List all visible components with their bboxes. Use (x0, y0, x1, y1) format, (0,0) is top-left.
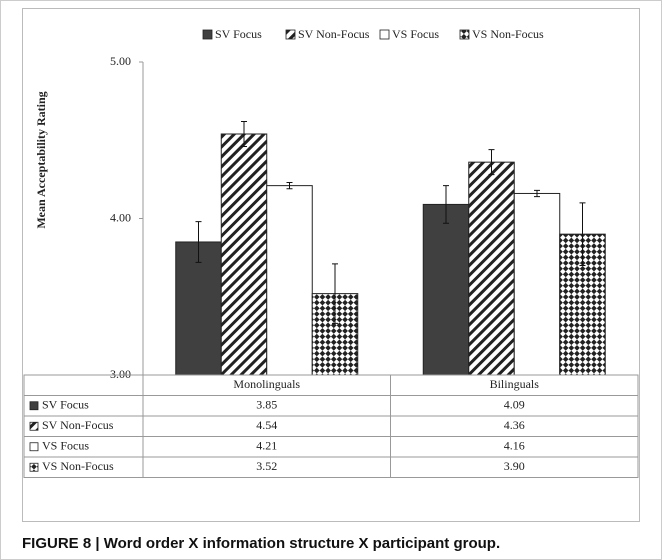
legend-swatch (202, 29, 213, 40)
table-row-label: SV Focus (42, 398, 89, 412)
error-bar (332, 263, 338, 324)
legend-label: SV Non-Focus (298, 27, 370, 41)
error-bar (488, 149, 495, 176)
y-axis-label: Mean Acceptability Rating (34, 91, 48, 228)
y-tick-label: 4.00 (110, 210, 131, 224)
table-swatch (29, 401, 39, 411)
legend-label: VS Focus (392, 27, 439, 41)
table-row-label: SV Non-Focus (42, 418, 114, 432)
legend-swatch (285, 29, 296, 40)
error-bar (195, 221, 202, 263)
table-value: 4.21 (256, 439, 277, 453)
error-bar (286, 182, 293, 190)
table-value: 4.54 (256, 418, 277, 432)
legend-swatch (459, 29, 470, 40)
caption: FIGURE 8 | Word order X information stru… (22, 535, 500, 552)
error-bar (579, 202, 586, 266)
table-value: 3.85 (256, 398, 277, 412)
bar (513, 192, 561, 376)
table-frame (23, 374, 639, 478)
chart-frame (22, 8, 640, 522)
error-bar (534, 189, 540, 198)
error-bar (443, 185, 449, 224)
table-row-label: VS Focus (42, 439, 89, 453)
y-tick-label: 5.00 (110, 54, 131, 68)
bar (422, 203, 470, 376)
y-tick-label: 3.00 (110, 367, 131, 381)
table-value: 4.36 (504, 418, 525, 432)
error-bar (241, 120, 247, 148)
bar (468, 161, 515, 376)
table-swatch (29, 462, 39, 472)
bar (220, 133, 268, 376)
table-header: Monolinguals (233, 377, 300, 391)
bar (266, 185, 313, 376)
table-value: 4.16 (504, 439, 525, 453)
table-row-label: VS Non-Focus (42, 459, 114, 473)
legend-swatch (379, 29, 390, 40)
table-value: 3.52 (256, 459, 277, 473)
table-swatch (29, 421, 39, 431)
table-value: 3.90 (504, 459, 525, 473)
legend-label: VS Non-Focus (472, 27, 544, 41)
table-value: 4.09 (504, 398, 525, 412)
table-swatch (29, 442, 39, 452)
legend-label: SV Focus (215, 27, 262, 41)
table-header: Bilinguals (490, 377, 540, 391)
